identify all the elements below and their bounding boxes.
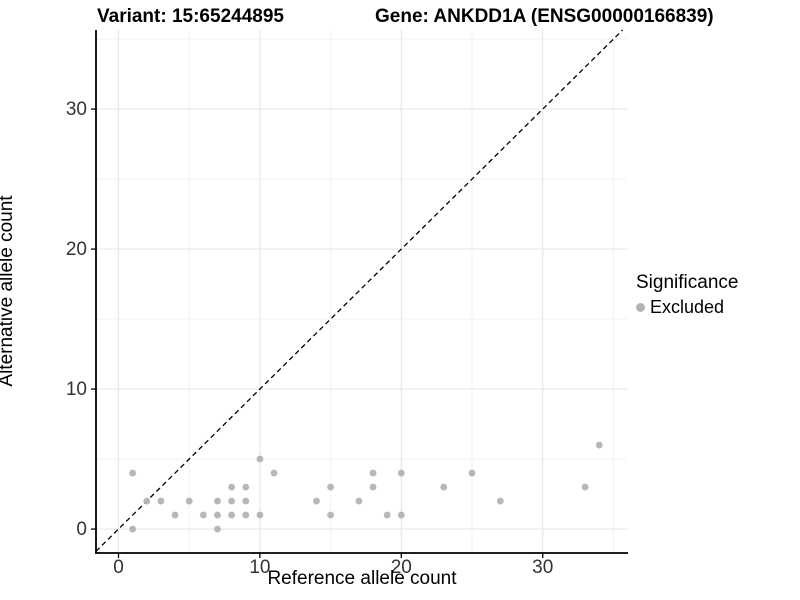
data-point	[242, 497, 250, 505]
data-point	[468, 469, 476, 477]
data-point	[313, 497, 320, 505]
data-point	[355, 497, 363, 505]
identity-line	[95, 29, 624, 552]
y-tick-label: 0	[76, 519, 87, 540]
y-tick-label: 10	[66, 379, 87, 400]
y-axis-title: Alternative allele count	[0, 195, 17, 387]
data-point	[228, 497, 236, 505]
chart-title-variant: Variant: 15:65244895	[97, 6, 284, 27]
data-point	[185, 497, 193, 505]
data-point	[242, 511, 250, 519]
y-tick-label: 30	[66, 99, 87, 120]
data-point	[595, 441, 603, 449]
data-point	[242, 483, 250, 491]
data-point	[327, 483, 335, 491]
data-point	[369, 483, 377, 491]
data-point	[440, 483, 448, 491]
data-point	[129, 469, 137, 477]
data-point	[228, 511, 236, 519]
data-point	[129, 525, 137, 533]
legend-item-label: Excluded	[650, 297, 725, 317]
legend-title: Significance	[636, 272, 739, 293]
legend: Significance Excluded	[636, 272, 738, 318]
data-point	[214, 497, 221, 505]
data-point	[214, 511, 221, 519]
data-point	[496, 497, 504, 505]
data-point	[143, 497, 151, 505]
x-tick-label: 0	[113, 557, 124, 578]
data-point	[171, 511, 179, 519]
y-tick-label: 20	[66, 239, 87, 260]
data-point	[256, 511, 264, 519]
data-point	[256, 455, 264, 463]
legend-point-icon	[636, 303, 645, 312]
x-tick-label: 20	[391, 557, 412, 578]
data-point	[369, 469, 377, 477]
x-tick-label: 30	[532, 557, 553, 578]
data-point	[199, 511, 207, 519]
data-point	[397, 469, 405, 477]
data-point	[327, 511, 335, 519]
data-point	[270, 469, 278, 477]
data-point	[581, 483, 589, 491]
legend-item-excluded: Excluded	[636, 297, 738, 318]
chart-title-gene: Gene: ANKDD1A (ENSG00000166839)	[375, 6, 714, 27]
data-point	[214, 525, 221, 533]
data-point	[228, 483, 236, 491]
data-point	[397, 511, 405, 519]
x-tick-label: 10	[249, 557, 270, 578]
data-point	[157, 497, 165, 505]
x-axis-title: Reference allele count	[267, 568, 457, 589]
data-point	[383, 511, 391, 519]
